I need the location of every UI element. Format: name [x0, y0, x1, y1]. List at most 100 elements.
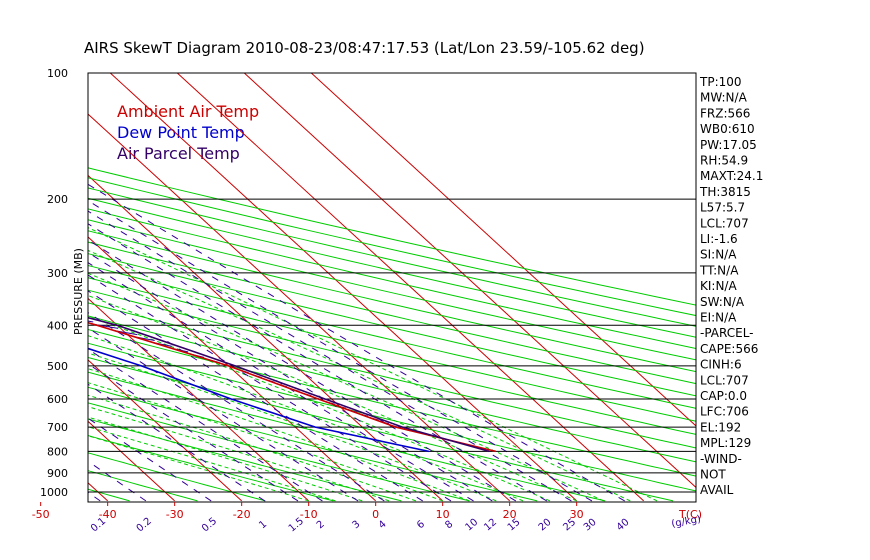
index-row-23: MPL:129 [700, 436, 751, 450]
isotherm-line [88, 420, 176, 502]
dry-adiabat-line [88, 342, 696, 492]
profiles [21, 304, 497, 453]
index-row-16: -PARCEL- [700, 326, 754, 340]
isotherm-line [88, 359, 243, 502]
mixing-ratio-line [88, 183, 625, 502]
mixing-ratio-tick-label: 2 [315, 519, 327, 532]
mixing-ratio-tick-label: 8 [443, 519, 455, 532]
pressure-tick-label: 500 [47, 360, 68, 373]
dry-adiabat-line [88, 187, 696, 327]
index-row-9: LCL:707 [700, 216, 749, 230]
dry-adiabat-line [88, 208, 696, 349]
dry-adiabat-line [88, 371, 606, 502]
moist-adiabat-line [88, 227, 658, 502]
dry-adiabat-line [88, 277, 696, 422]
index-row-3: WB0:610 [700, 122, 755, 136]
index-row-18: CINH:6 [700, 358, 742, 372]
dry-adiabat-line [88, 219, 696, 361]
moist-adiabat-line [88, 382, 443, 502]
legend-item-0: Ambient Air Temp [117, 102, 259, 121]
index-row-19: LCL:707 [700, 373, 749, 387]
mixing-ratio-line [88, 239, 517, 502]
chart-title: AIRS SkewT Diagram 2010-08-23/08:47:17.5… [84, 39, 645, 57]
index-row-24: -WIND- [700, 452, 742, 466]
moist-adiabat-line [88, 249, 631, 502]
isotherm-line [243, 73, 696, 489]
mixing-ratio-line [88, 348, 323, 502]
mixing-ratio-line [88, 491, 101, 502]
x-axis-label: T(C) [678, 508, 702, 521]
dry-adiabat-line [88, 418, 402, 502]
index-row-11: SI:N/A [700, 248, 737, 262]
mixing-ratio-line [88, 363, 299, 502]
mixing-ratio-tick-label: 6 [415, 519, 427, 532]
isotherm-line [176, 73, 645, 502]
isotherm-line [88, 174, 444, 502]
dry-adiabat-line [88, 488, 130, 502]
cape-hatch [88, 320, 94, 323]
index-row-26: AVAIL [700, 483, 734, 497]
dry-adiabat-line [88, 470, 198, 502]
pressure-tick-label: 300 [47, 267, 68, 280]
pressure-tick-label: 700 [47, 421, 68, 434]
series-ambient-air-temp-line [88, 321, 497, 453]
index-row-21: LFC:706 [700, 405, 749, 419]
bottom-temp-tick-label: 0 [372, 508, 379, 521]
index-row-17: CAPE:566 [700, 342, 758, 356]
bottom-temp-tick-label: 30 [570, 508, 584, 521]
dry-adiabat-line [88, 289, 696, 435]
index-row-5: RH:54.9 [700, 154, 748, 168]
index-row-25: NOT [700, 468, 726, 482]
mixing-ratio-tick-label: 20 [537, 517, 554, 534]
mixing-ratio-tick-label: 30 [582, 517, 599, 534]
moist-adiabat-line [88, 335, 524, 502]
mixing-ratio-tick-label: 0.2 [135, 516, 154, 535]
mixing-ratio-tick-label: 40 [615, 517, 632, 534]
dry-adiabat-line [88, 253, 696, 397]
mixing-ratio-line [88, 251, 493, 502]
bottom-temp-tick-label: -30 [166, 508, 184, 521]
isotherm-line [109, 73, 578, 502]
dry-adiabat-line [88, 315, 696, 463]
mixing-ratio-tick-label: 0.5 [200, 516, 219, 535]
dry-adiabat-line [88, 386, 538, 502]
index-row-14: SW:N/A [700, 295, 745, 309]
legend-item-1: Dew Point Temp [117, 123, 245, 142]
index-row-1: MW:N/A [700, 91, 748, 105]
moist-adiabat-line [88, 406, 390, 502]
dry-adiabat-line [88, 167, 696, 306]
isotherm-line [310, 73, 696, 427]
dry-adiabat-line [88, 197, 696, 338]
plot-frame [87, 72, 697, 503]
pressure-tick-label: 1000 [40, 486, 68, 499]
index-row-13: KI:N/A [700, 279, 737, 293]
moist-adiabat-line [88, 426, 336, 502]
dry-adiabat-line [88, 452, 266, 502]
index-row-4: PW:17.05 [700, 138, 757, 152]
mixing-ratio-tick-label: 3 [351, 519, 363, 532]
pressure-tick-label: 800 [47, 445, 68, 458]
moist-adiabat-line [88, 394, 417, 502]
cape-hatch [21, 304, 40, 309]
index-row-8: L57:5.7 [700, 201, 745, 215]
bottom-temp-tick-label: -50 [32, 508, 50, 521]
dry-adiabat-line [88, 402, 470, 502]
pressure-tick-label: 100 [47, 67, 68, 80]
index-row-12: TT:N/A [699, 263, 739, 277]
legend-item-2: Air Parcel Temp [117, 144, 240, 163]
mixing-ratio-line [88, 210, 572, 502]
dry-adiabat-line [88, 435, 334, 502]
isotherm-line [88, 297, 310, 502]
index-row-6: MAXT:24.1 [700, 169, 763, 183]
moist-adiabat-line [88, 368, 470, 502]
bottom-temp-tick-label: -20 [233, 508, 251, 521]
bottom-temp-tick-label: -10 [300, 508, 318, 521]
isotherm-line [0, 73, 41, 501]
moist-adiabat-line [88, 352, 497, 502]
dry-adiabat-line [88, 177, 696, 317]
dry-adiabat-line [88, 241, 696, 385]
dry-adiabat-line [88, 264, 696, 409]
